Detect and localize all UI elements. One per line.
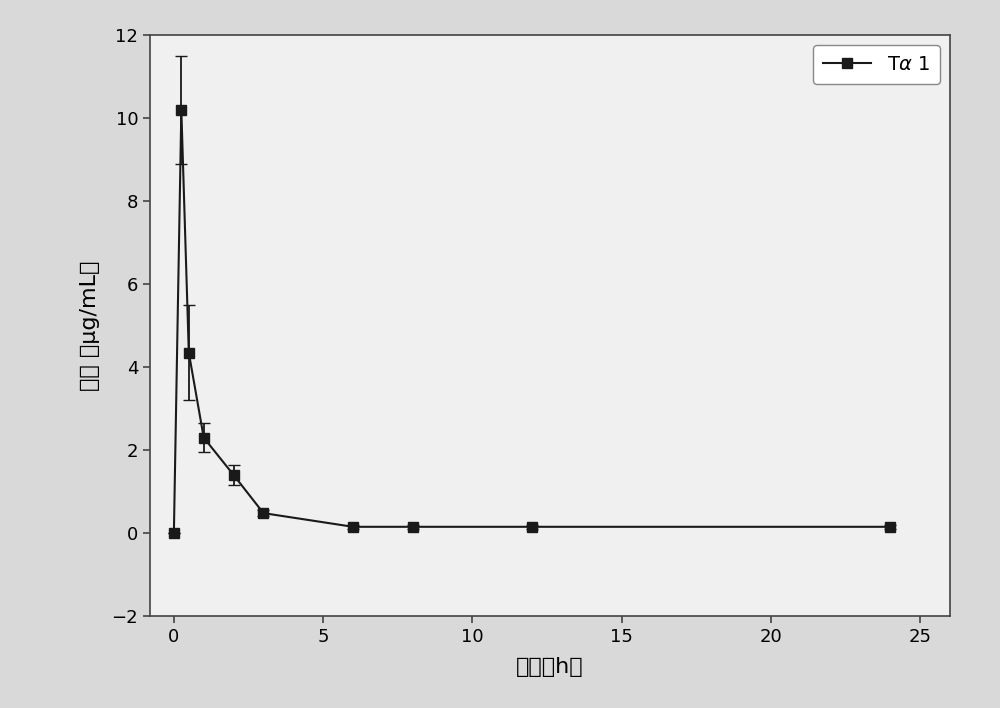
Legend: T$\mathit{\alpha}$ 1: T$\mathit{\alpha}$ 1: [813, 45, 940, 84]
Y-axis label: 浓度 （μg/mL）: 浓度 （μg/mL）: [80, 261, 100, 391]
X-axis label: 时间（h）: 时间（h）: [516, 657, 584, 677]
